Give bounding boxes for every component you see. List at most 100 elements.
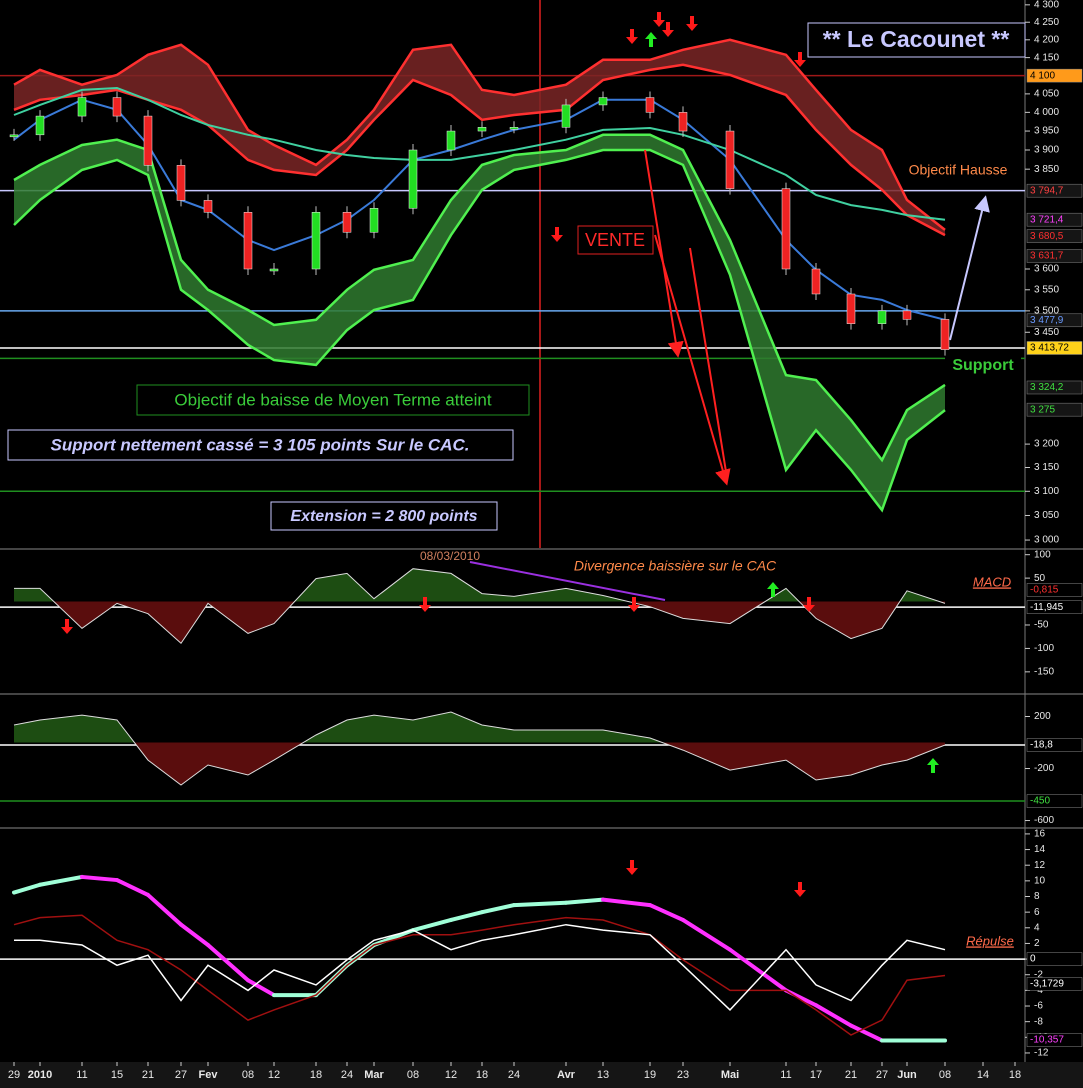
line-segment — [728, 947, 788, 993]
line-segment — [80, 874, 119, 883]
value-label: 0 — [1030, 954, 1036, 965]
value-label: 3 477,9 — [1030, 315, 1064, 326]
y-tick-label: 3 600 — [1034, 264, 1059, 275]
value-label-box — [1026, 313, 1083, 328]
y-tick-label: 6 — [1034, 907, 1040, 918]
candle — [112, 97, 122, 117]
value-label-box — [1026, 1033, 1083, 1047]
y-tick-label: 4 000 — [1034, 107, 1059, 118]
candle — [446, 130, 456, 151]
area-positive — [14, 712, 945, 743]
x-tick-label: Mai — [721, 1069, 739, 1081]
line-segment — [814, 1003, 853, 1028]
y-tick-label: 3 850 — [1034, 164, 1059, 175]
value-label: 3 794,7 — [1030, 185, 1064, 196]
arrow — [689, 247, 728, 479]
x-tick-label: 12 — [268, 1069, 280, 1081]
y-tick-label: 3 950 — [1034, 126, 1059, 137]
y-tick-label: -50 — [1034, 620, 1049, 631]
value-label-box — [1026, 738, 1083, 752]
line-segment — [648, 903, 685, 922]
line-segment — [12, 882, 42, 895]
x-tick-label: Jun — [897, 1069, 917, 1081]
value-label: -450 — [1030, 796, 1050, 807]
x-tick-label: 2010 — [28, 1069, 52, 1081]
line-segment — [849, 1023, 884, 1043]
x-tick-label: 18 — [1009, 1069, 1021, 1081]
candle — [940, 319, 950, 350]
arrow — [654, 234, 731, 486]
y-tick-label: -8 — [1034, 1016, 1043, 1027]
value-label: -10,357 — [1030, 1035, 1064, 1046]
x-tick-label: 12 — [445, 1069, 457, 1081]
candle — [243, 212, 253, 270]
x-tick-label: 08 — [242, 1069, 254, 1081]
line-segment — [206, 943, 250, 983]
line-segment — [512, 900, 568, 908]
x-tick-label: 27 — [175, 1069, 187, 1081]
y-tick-label: -12 — [1034, 1048, 1049, 1059]
line — [13, 133, 946, 463]
band-fill — [14, 39, 945, 236]
annotation: 08/03/2010 — [420, 549, 480, 563]
value-label-box — [1026, 183, 1083, 198]
y-tick-label: 3 550 — [1034, 284, 1059, 295]
x-tick-label: 08 — [407, 1069, 419, 1081]
area-negative — [14, 742, 945, 785]
candle — [725, 130, 735, 189]
x-axis-strip — [0, 1062, 1083, 1088]
title: ** Le Cacounet ** — [823, 26, 1010, 52]
y-tick-label: 2 — [1034, 938, 1040, 949]
x-tick-label: 15 — [111, 1069, 123, 1081]
y-tick-label: 3 150 — [1034, 462, 1059, 473]
y-tick-label: 3 050 — [1034, 510, 1059, 521]
y-tick-label: 4 050 — [1034, 89, 1059, 100]
y-tick-label: 100 — [1034, 549, 1051, 560]
x-tick-label: 24 — [508, 1069, 520, 1081]
x-tick-label: Fev — [199, 1069, 219, 1081]
x-tick-label: 29 — [8, 1069, 20, 1081]
y-tick-label: -150 — [1034, 666, 1054, 677]
y-tick-label: 3 200 — [1034, 439, 1059, 450]
value-label-box — [1026, 600, 1083, 614]
candle — [678, 112, 688, 132]
candle — [477, 127, 487, 132]
line-segment — [179, 922, 210, 947]
value-label-box — [1026, 794, 1083, 808]
annotations: ** Le Cacounet ** Objectif Hausse VENTE … — [7, 12, 1026, 948]
value-label: 3 721,4 — [1030, 214, 1064, 225]
x-tick-label: Mar — [364, 1069, 384, 1081]
candle — [176, 165, 186, 201]
annotation: Divergence baissière sur le CAC — [574, 558, 777, 574]
line-segment — [115, 878, 150, 897]
value-label: -11,945 — [1030, 602, 1064, 613]
annotation: Objectif Hausse — [909, 162, 1008, 178]
line-segment — [146, 892, 183, 927]
value-label-box — [1026, 212, 1083, 227]
candle — [342, 212, 352, 233]
line — [13, 148, 946, 513]
annotation: Support nettement cassé = 3 105 points S… — [51, 435, 470, 454]
annotation-box — [270, 501, 498, 531]
value-label-box — [1026, 977, 1083, 991]
y-tick-label: 14 — [1034, 844, 1046, 855]
arrow — [644, 149, 684, 358]
x-tick-label: 19 — [644, 1069, 656, 1081]
candle — [269, 268, 279, 272]
value-label: 3 324,2 — [1030, 382, 1064, 393]
value-label: 3 680,5 — [1030, 231, 1064, 242]
annotation-box — [945, 356, 1021, 376]
x-tick-label: Avr — [557, 1069, 576, 1081]
value-label-box — [1026, 583, 1083, 597]
value-label: -18,8 — [1030, 740, 1053, 751]
candle — [598, 97, 608, 106]
candle — [143, 115, 153, 166]
arrow — [949, 195, 990, 341]
x-tick-label: 21 — [142, 1069, 154, 1081]
value-label-box — [1026, 249, 1083, 263]
value-label: 3 631,7 — [1030, 251, 1064, 262]
candle — [781, 188, 791, 270]
y-tick-label: -6 — [1034, 1001, 1043, 1012]
line — [13, 63, 946, 237]
